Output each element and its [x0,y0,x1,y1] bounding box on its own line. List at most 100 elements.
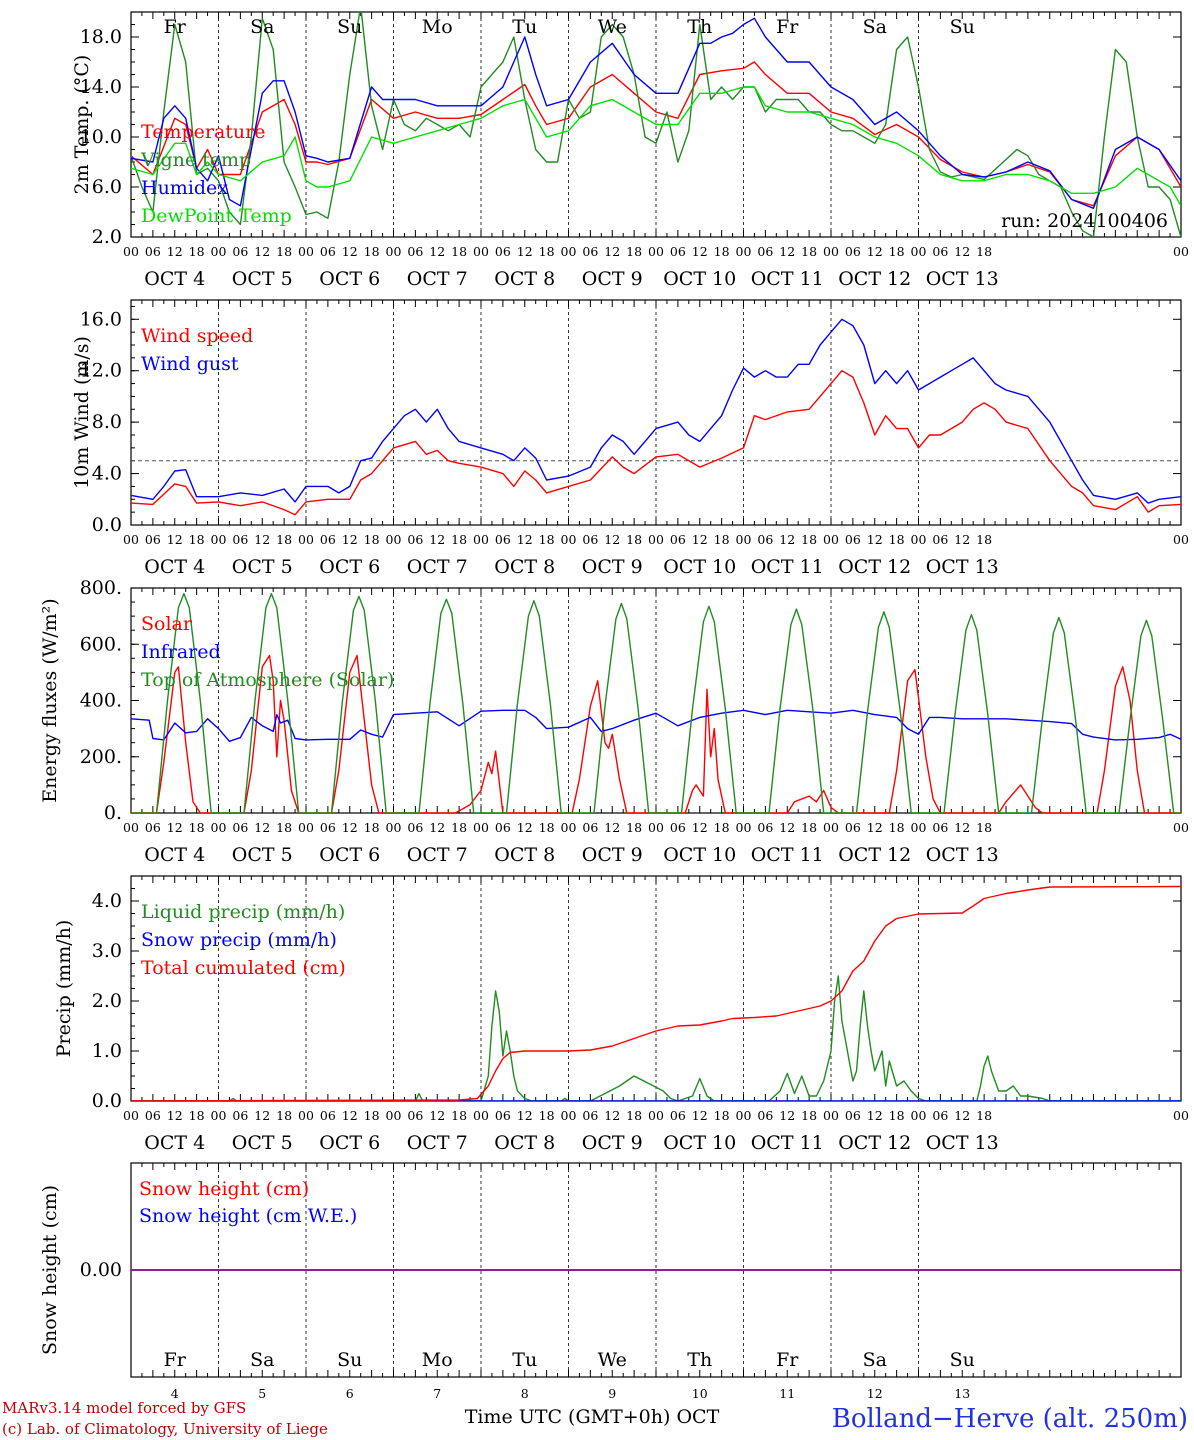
hour-label: 12 [604,244,620,259]
y-axis-title: 10m Wind (m/s) [71,336,93,489]
date-label: OCT 8 [494,1132,555,1154]
hour-label: 06 [670,532,686,547]
weekday-label: Th [687,1349,712,1371]
day-number-label: 9 [608,1386,616,1401]
series-group [131,318,1181,516]
hour-label: 00 [823,820,839,835]
hour-label: 00 [1173,820,1189,835]
hour-label: 06 [320,1108,336,1123]
hour-label: 00 [1173,1108,1189,1123]
series-line-solar [131,654,1181,813]
hour-label: 18 [626,820,642,835]
weekday-label: We [598,16,627,38]
hour-label: 12 [867,532,883,547]
y-axis-title: Precip (mm/h) [53,920,75,1058]
hour-label: 00 [561,820,577,835]
series-line-liquid-precip-mm-h- [131,975,1181,1101]
hour-label: 18 [451,820,467,835]
hour-label: 18 [189,1108,205,1123]
series-line-total-cumulated-cm- [131,885,1181,1101]
legend-label: Wind speed [141,325,253,347]
day-number-label: 6 [346,1386,354,1401]
hour-label: 18 [276,1108,292,1123]
hour-label: 18 [801,820,817,835]
date-label: OCT 10 [663,268,736,290]
y-tick-label: 200. [80,746,122,768]
hour-label: 12 [779,820,795,835]
legend-label: DewPoint Temp [141,205,292,227]
hour-label: 12 [167,1108,183,1123]
hour-label: 00 [911,532,927,547]
date-label: OCT 11 [751,556,824,578]
hour-label: 12 [167,820,183,835]
hour-label: 06 [320,244,336,259]
hour-label: 12 [692,532,708,547]
weekday-label: Sa [250,16,274,38]
hour-label: 00 [648,244,664,259]
y-tick-label: 0.0 [92,514,122,536]
series-group [131,592,1181,813]
hour-label: 12 [867,244,883,259]
hour-label: 06 [845,532,861,547]
date-label: OCT 9 [582,556,643,578]
hour-label: 18 [714,244,730,259]
lab-credit-line: (c) Lab. of Climatology, University of L… [2,1420,328,1438]
hour-label: 06 [320,532,336,547]
legend-label: Total cumulated (cm) [141,957,346,979]
hour-label: 06 [932,244,948,259]
weekday-label: Su [337,16,362,38]
hour-label: 18 [626,1108,642,1123]
hour-label: 18 [801,532,817,547]
date-label: OCT 6 [319,1132,380,1154]
hour-label: 18 [364,820,380,835]
hour-label: 00 [736,532,752,547]
hour-label: 12 [954,244,970,259]
hour-label: 00 [386,532,402,547]
date-label: OCT 4 [144,268,205,290]
weekday-label: Tu [512,1349,537,1371]
date-label: OCT 10 [663,556,736,578]
hour-label: 12 [429,820,445,835]
legend-label: Top of Atmosphere (Solar) [141,669,394,691]
hour-label: 00 [561,1108,577,1123]
hour-label: 18 [364,532,380,547]
hour-label: 18 [276,532,292,547]
y-tick-label: 4.0 [92,463,122,485]
hour-label: 06 [582,244,598,259]
hour-label: 18 [276,244,292,259]
hour-label: 18 [889,1108,905,1123]
series-line-vigne-temp [131,12,1181,237]
hour-label: 00 [123,1108,139,1123]
weekday-label: Mo [422,1349,453,1371]
series-group [131,885,1181,1101]
date-label: OCT 6 [319,268,380,290]
hour-label: 12 [342,244,358,259]
hour-label: 18 [976,532,992,547]
time-axis-label: Time UTC (GMT+0h) OCT [465,1406,720,1428]
hour-label: 06 [757,532,773,547]
hour-label: 00 [473,532,489,547]
hour-label: 00 [911,1108,927,1123]
date-label: OCT 8 [494,844,555,866]
date-label: OCT 8 [494,556,555,578]
hour-label: 00 [211,1108,227,1123]
y-tick-label: 6.0 [92,176,122,198]
series-line-dewpoint-temp [131,86,1181,207]
hour-label: 18 [976,820,992,835]
hour-label: 06 [932,1108,948,1123]
date-label: OCT 5 [232,844,293,866]
weekday-label: Sa [863,16,887,38]
hour-label: 18 [364,244,380,259]
hour-label: 12 [517,820,533,835]
hour-label: 06 [582,1108,598,1123]
date-label: OCT 10 [663,844,736,866]
date-label: OCT 6 [319,844,380,866]
hour-label: 06 [845,244,861,259]
y-tick-label: 2.0 [92,990,122,1012]
hour-label: 12 [604,820,620,835]
hour-label: 00 [211,244,227,259]
day-number-label: 11 [779,1386,795,1401]
hour-label: 06 [757,820,773,835]
y-tick-label: 8.0 [92,411,122,433]
hour-label: 12 [517,1108,533,1123]
